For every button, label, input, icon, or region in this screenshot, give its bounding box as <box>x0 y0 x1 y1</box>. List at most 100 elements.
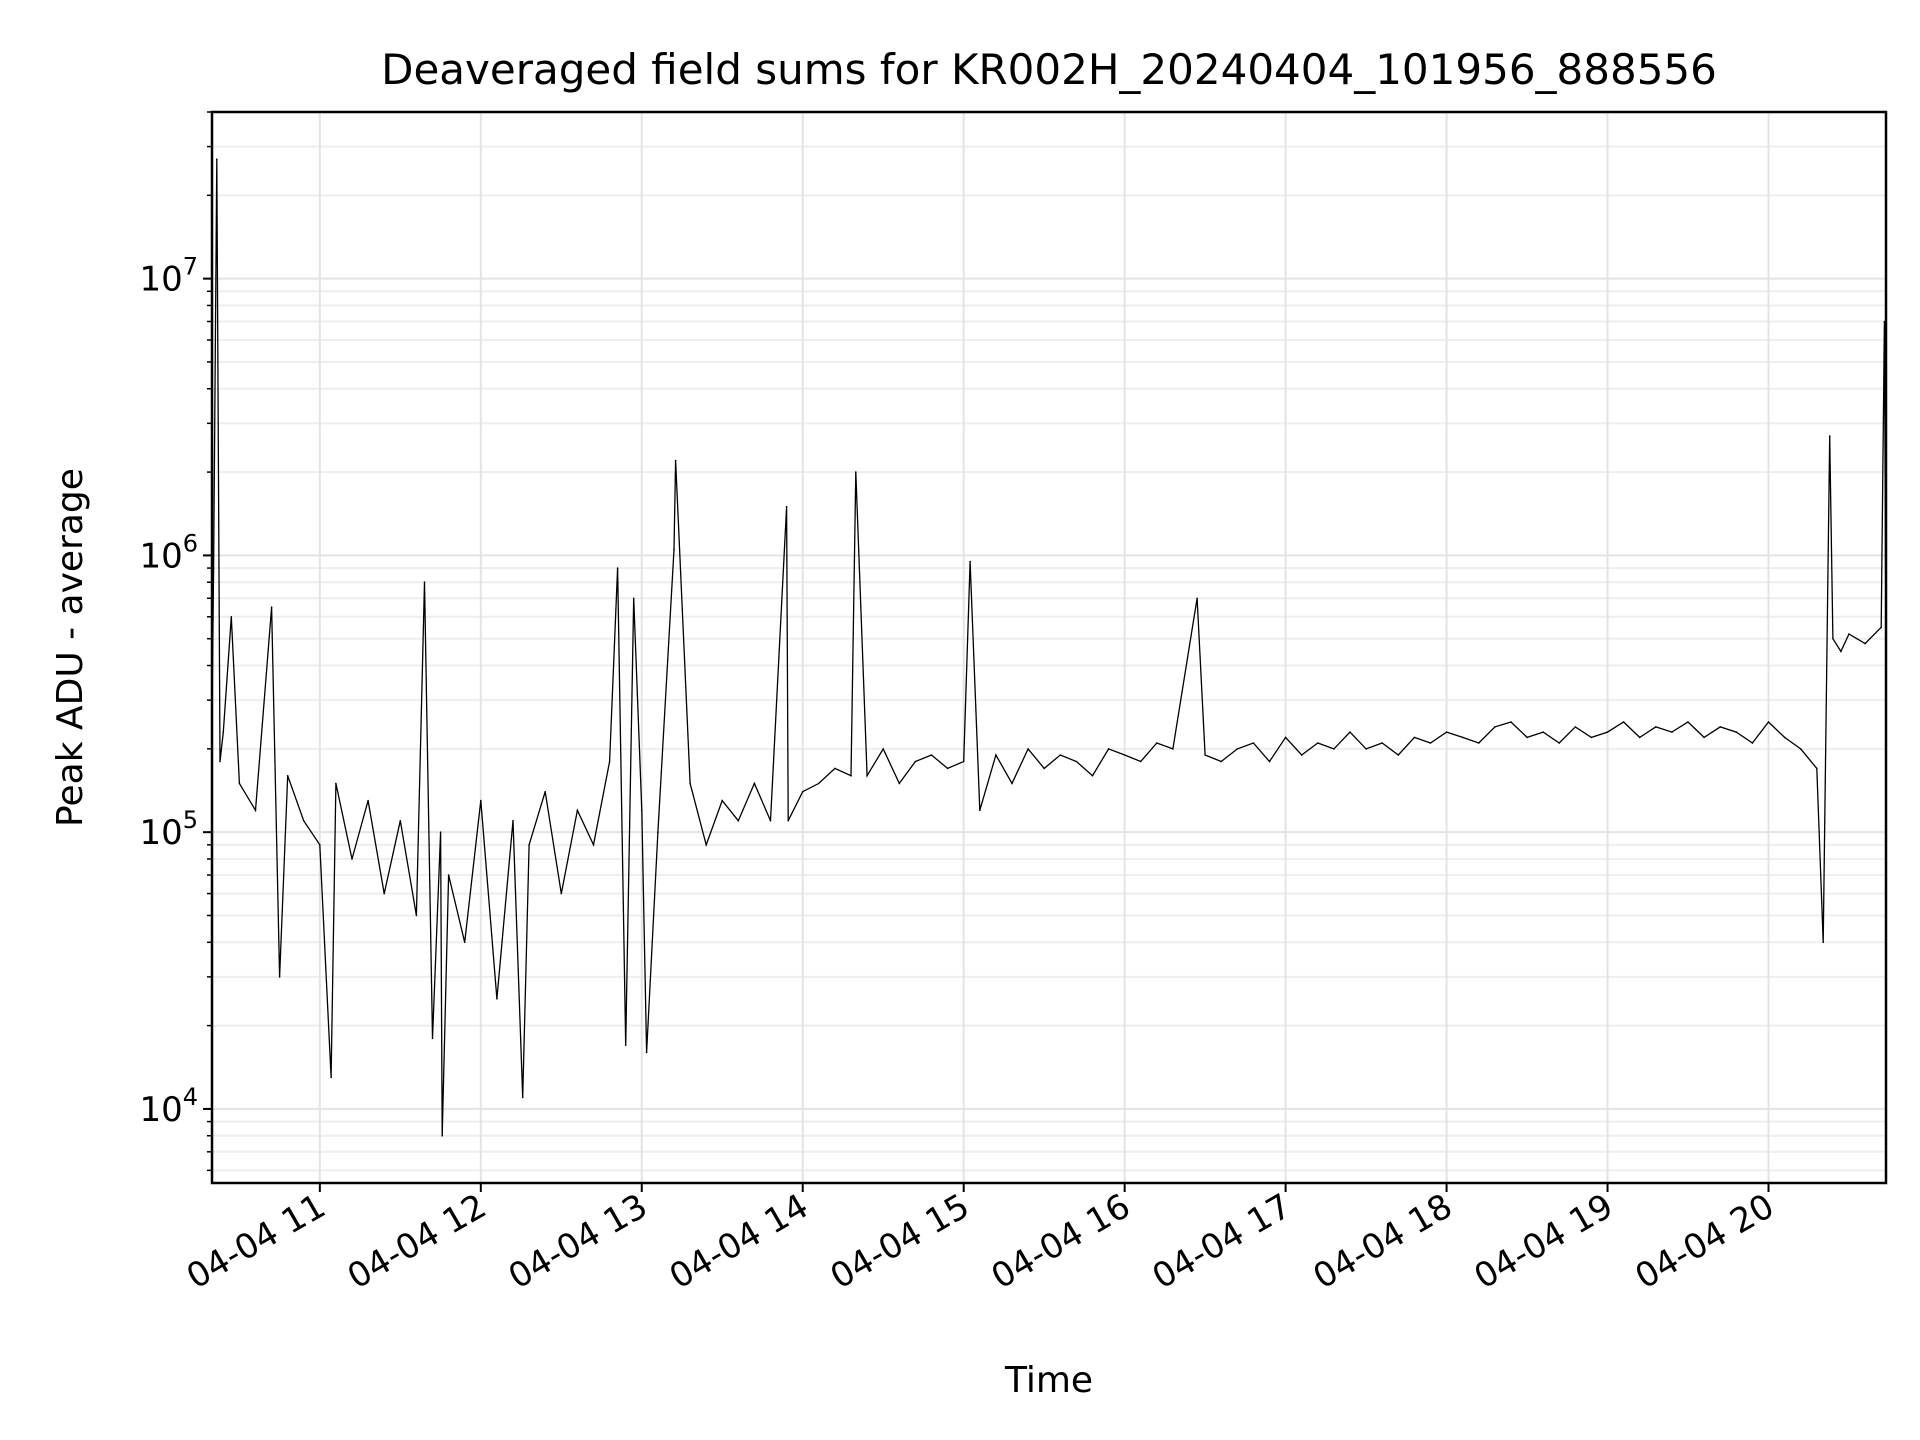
data-point <box>769 819 772 822</box>
data-point <box>689 782 691 785</box>
x-axis-ticks: 04-04 11 04-04 12 04-04 13 04-04 14 04-04 15… <box>180 1183 1781 1297</box>
data-point <box>850 774 852 777</box>
data-point <box>1822 941 1824 944</box>
grid <box>212 111 1886 1183</box>
data-point <box>1671 731 1673 733</box>
data-point <box>463 941 466 944</box>
data-point <box>1687 721 1689 723</box>
data-point <box>415 914 418 917</box>
data-point <box>673 548 675 551</box>
data-point <box>1751 742 1754 744</box>
data-point <box>855 471 857 473</box>
x-tick-label: 04-04 14 <box>663 1186 815 1297</box>
data-point <box>1461 736 1464 739</box>
data-point <box>1333 748 1335 750</box>
data-point <box>330 1076 332 1079</box>
data-point <box>592 844 595 846</box>
data-point <box>674 459 677 462</box>
data-point <box>1848 633 1850 635</box>
x-tick-label: 04-04 15 <box>824 1186 976 1297</box>
data-point <box>962 760 965 763</box>
data-point <box>1236 748 1239 750</box>
data-point <box>979 809 981 812</box>
data-point <box>544 790 546 793</box>
data-point <box>1526 736 1528 739</box>
data-point <box>616 567 619 569</box>
data-point <box>270 606 273 608</box>
data-point <box>1317 742 1319 744</box>
data-point <box>1478 742 1480 744</box>
data-point <box>238 782 241 785</box>
data-point <box>216 158 218 160</box>
data-point <box>1828 435 1831 437</box>
data-point <box>1735 731 1738 733</box>
data-point <box>1381 742 1383 744</box>
data-point <box>278 976 281 978</box>
data-point <box>1284 736 1287 739</box>
data-point <box>1880 626 1882 629</box>
data-point <box>737 819 740 822</box>
data-point <box>1445 731 1448 733</box>
data-point <box>1767 721 1770 723</box>
data-point <box>1397 754 1400 756</box>
data-point <box>1139 760 1142 763</box>
data-point <box>930 754 933 756</box>
data-point <box>319 844 321 846</box>
x-tick-label: 04-04 12 <box>341 1186 493 1297</box>
x-tick-label: 04-04 19 <box>1468 1186 1620 1297</box>
data-point <box>367 799 369 802</box>
data-point <box>528 844 530 846</box>
x-tick-label: 04-04 11 <box>180 1186 332 1297</box>
data-point <box>1429 742 1432 744</box>
data-point <box>1864 642 1866 645</box>
data-point <box>441 1135 444 1137</box>
data-point <box>1027 748 1029 750</box>
data-point <box>423 581 426 583</box>
plot-frame <box>210 110 1888 1185</box>
data-point <box>576 809 579 812</box>
data-point <box>1840 650 1842 653</box>
data-point <box>1268 760 1271 763</box>
data-point <box>302 819 305 822</box>
y-axis-label: Peak ADU - average <box>50 468 91 827</box>
data-point <box>1204 754 1206 756</box>
data-point <box>512 819 514 822</box>
y-axis-ticks: 104 105 106 107 <box>139 111 212 1172</box>
data-point <box>1091 774 1094 777</box>
data-point <box>624 1044 627 1046</box>
data-point <box>399 819 402 822</box>
data-point <box>496 998 498 1000</box>
data-point <box>480 799 482 802</box>
data-point <box>1349 731 1351 733</box>
data-point <box>1365 748 1367 750</box>
data-point <box>657 831 659 833</box>
data-point <box>254 809 257 812</box>
data-point <box>1510 721 1512 723</box>
x-axis-label: Time <box>1004 1360 1093 1401</box>
data-point <box>1542 731 1544 733</box>
data-point <box>1638 736 1641 739</box>
data-point <box>641 809 643 812</box>
x-tick-label: 04-04 13 <box>502 1186 654 1297</box>
x-tick-label: 04-04 18 <box>1307 1186 1459 1297</box>
data-point <box>818 782 820 785</box>
data-point <box>1075 760 1078 763</box>
data-point <box>1703 736 1705 739</box>
data-point <box>1622 721 1625 723</box>
series-group <box>211 158 1887 1137</box>
data-point <box>705 844 707 846</box>
data-point <box>1494 726 1496 728</box>
data-point <box>787 819 789 822</box>
data-point <box>1172 748 1174 750</box>
data-point <box>946 767 949 770</box>
x-tick-label: 04-04 16 <box>985 1186 1137 1297</box>
y-tick-label: 106 <box>139 529 198 576</box>
data-point <box>608 760 611 763</box>
data-point <box>431 1037 434 1040</box>
data-point <box>560 892 563 895</box>
data-point <box>1300 754 1303 756</box>
data-point <box>1816 767 1818 770</box>
x-tick-label: 04-04 17 <box>1146 1186 1298 1297</box>
data-point <box>1156 742 1158 744</box>
data-point <box>1719 726 1721 728</box>
